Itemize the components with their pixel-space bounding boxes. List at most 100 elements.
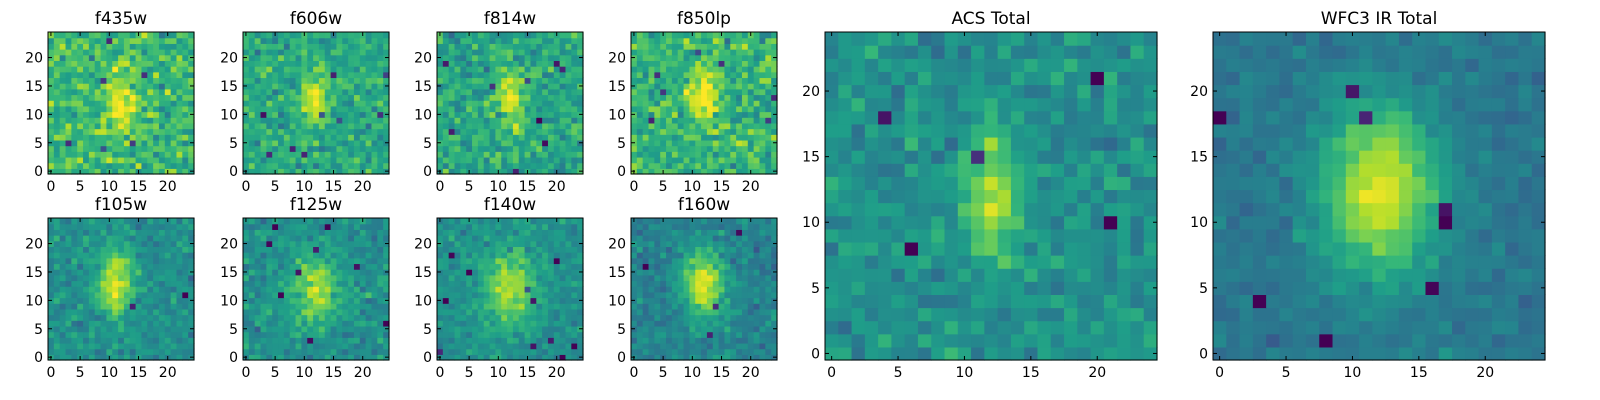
heatmap-cell <box>437 156 444 164</box>
heatmap-cell <box>48 105 55 113</box>
heatmap-cell <box>536 100 543 107</box>
heatmap-cell <box>100 331 107 338</box>
heatmap-cell <box>648 66 655 73</box>
heatmap-cell <box>330 297 338 304</box>
heatmap-cell <box>266 337 273 344</box>
heatmap-cell <box>135 122 143 130</box>
heatmap-cell <box>383 60 390 67</box>
heatmap-cell <box>553 348 561 355</box>
heatmap-cell <box>83 223 90 230</box>
heatmap-cell <box>530 60 537 67</box>
heatmap-cell <box>489 274 496 282</box>
heatmap-cell <box>158 252 166 259</box>
heatmap-cell <box>330 151 338 158</box>
heatmap-cell <box>260 280 267 287</box>
heatmap-cell <box>342 229 349 236</box>
heatmap-cell <box>176 139 183 147</box>
heatmap-cell <box>559 122 567 130</box>
heatmap-cell <box>301 162 308 169</box>
heatmap-cell <box>129 235 137 242</box>
heatmap-cell <box>182 252 189 259</box>
heatmap-cell <box>666 308 673 316</box>
heatmap-cell <box>636 331 644 338</box>
heatmap-cell <box>318 337 326 344</box>
heatmap-cell <box>158 128 166 135</box>
heatmap-cell <box>188 235 195 242</box>
heatmap-cell <box>278 240 285 247</box>
heatmap-cell <box>671 43 679 50</box>
heatmap-cell <box>483 66 491 73</box>
heatmap-cell <box>454 105 461 113</box>
heatmap-cell <box>547 168 555 175</box>
heatmap-cell <box>536 303 543 310</box>
heatmap-cell <box>736 32 743 39</box>
heatmap-cell <box>636 308 644 316</box>
heatmap-cell <box>512 37 520 44</box>
heatmap-cell <box>77 111 84 118</box>
heatmap-cell <box>671 32 679 39</box>
heatmap-cell <box>295 257 302 265</box>
heatmap-cell <box>330 128 338 135</box>
heatmap-cell <box>129 354 137 361</box>
heatmap-cell <box>507 331 514 338</box>
heatmap-cell <box>278 37 285 44</box>
heatmap-cell <box>278 223 285 230</box>
heatmap-cell <box>336 111 343 118</box>
heatmap-cell <box>330 83 338 90</box>
heatmap-cell <box>747 122 755 130</box>
heatmap-cell <box>59 151 67 158</box>
heatmap-cell <box>718 134 726 141</box>
heatmap-cell <box>530 83 537 90</box>
heatmap-cell <box>695 286 702 293</box>
heatmap-cell <box>507 49 514 56</box>
heatmap-cell <box>342 60 349 67</box>
heatmap-cell <box>129 263 137 270</box>
heatmap-cell <box>77 337 84 344</box>
heatmap-cell <box>501 218 508 225</box>
heatmap-cell <box>266 348 273 355</box>
heatmap-cell <box>106 286 113 293</box>
heatmap-cell <box>260 117 267 124</box>
heatmap-cell <box>278 168 285 175</box>
heatmap-cell <box>466 151 473 158</box>
heatmap-cell <box>170 235 178 242</box>
heatmap-cell <box>330 117 338 124</box>
heatmap-cell <box>448 331 456 338</box>
heatmap-cell <box>553 229 561 236</box>
heatmap-cell <box>248 354 256 361</box>
heatmap-cell <box>254 223 262 230</box>
heatmap-cell <box>170 49 178 56</box>
heatmap-cell <box>342 325 349 333</box>
heatmap-cell <box>289 320 297 327</box>
heatmap-cell <box>135 88 143 96</box>
heatmap-cell <box>324 297 332 304</box>
heatmap-cell <box>753 88 761 96</box>
heatmap-cell <box>141 151 148 158</box>
heatmap-cell <box>176 162 183 169</box>
heatmap-cell <box>559 77 567 84</box>
heatmap-cell <box>289 235 297 242</box>
heatmap-cell <box>553 342 561 350</box>
heatmap-cell <box>83 156 90 164</box>
heatmap-cell <box>123 274 131 282</box>
heatmap-cell <box>489 257 496 265</box>
heatmap-cell <box>642 134 650 141</box>
heatmap-cell <box>278 32 285 39</box>
heatmap-cell <box>495 105 502 113</box>
heatmap-cell <box>48 60 55 67</box>
heatmap-cell <box>547 342 555 350</box>
heatmap-cell <box>106 43 113 50</box>
heatmap-cell <box>348 162 355 169</box>
heatmap-cell <box>336 162 343 169</box>
heatmap-cell <box>377 274 384 282</box>
heatmap-cell <box>71 229 78 236</box>
heatmap-cell <box>313 246 320 253</box>
heatmap-cell <box>283 37 291 44</box>
heatmap-cell <box>671 331 679 338</box>
heatmap-cell <box>677 105 685 113</box>
heatmap-cell <box>553 331 561 338</box>
heatmap-cell <box>524 111 532 118</box>
heatmap-cell <box>631 274 638 282</box>
heatmap-cell <box>129 88 137 96</box>
heatmap-cell <box>266 88 273 96</box>
